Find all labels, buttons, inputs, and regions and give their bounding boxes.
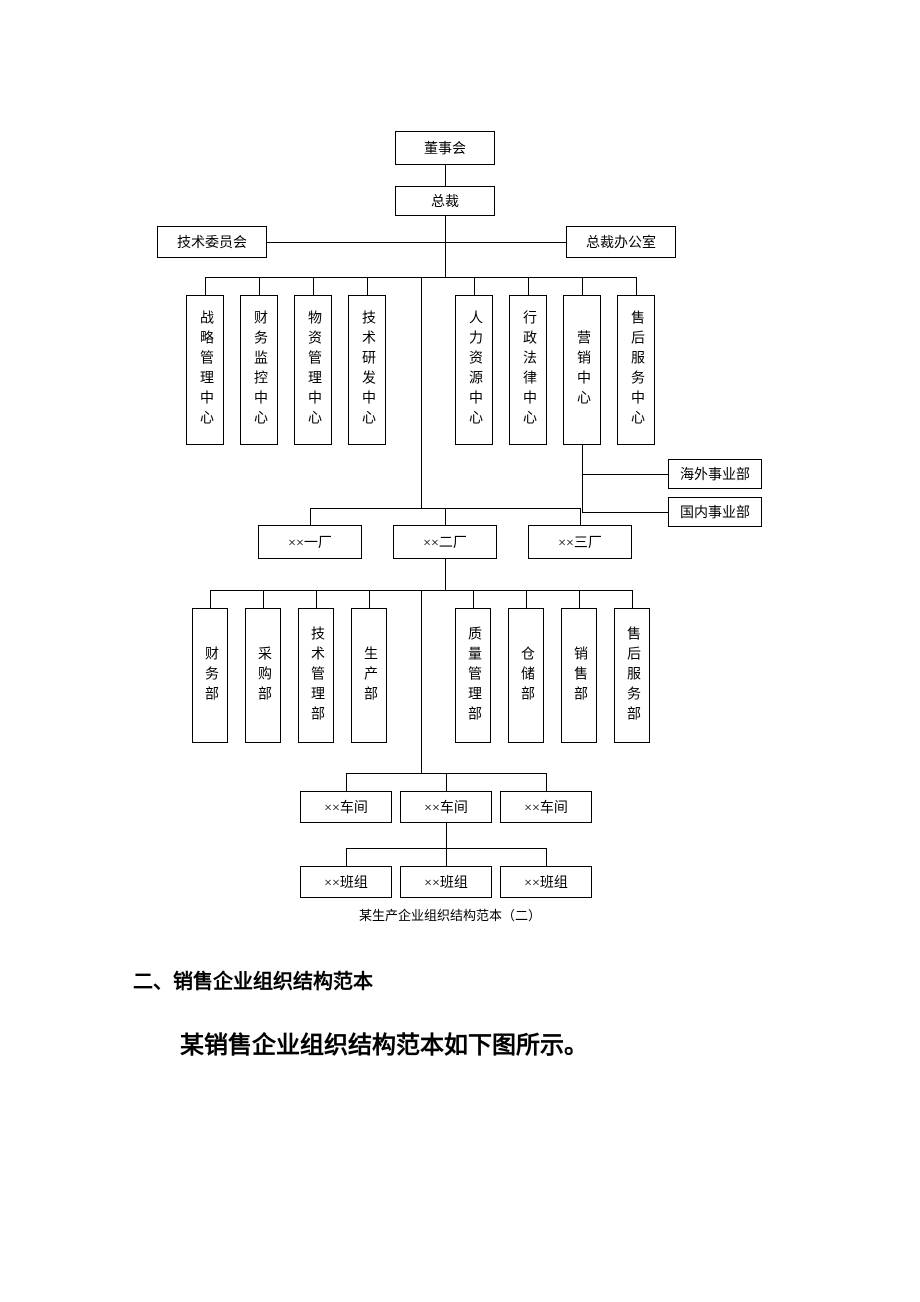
node-workshop-3: ××车间: [500, 791, 592, 823]
node-center-admin: 行政法律中心: [509, 295, 547, 445]
edge: [259, 277, 260, 295]
edge: [316, 590, 317, 608]
node-president-office: 总裁办公室: [566, 226, 676, 258]
edge: [580, 508, 581, 525]
edge: [445, 165, 446, 186]
node-dept-purchase: 采购部: [245, 608, 281, 743]
node-team-1: ××班组: [300, 866, 392, 898]
edge: [313, 277, 314, 295]
node-domestic-biz: 国内事业部: [668, 497, 762, 527]
edge: [446, 848, 447, 866]
edge: [528, 277, 529, 295]
section-heading: 二、销售企业组织结构范本: [133, 965, 373, 994]
node-center-material: 物资管理中心: [294, 295, 332, 445]
page: 董事会 总裁 技术委员会 总裁办公室 战略管理中心 财务监控中心 物资管理中心 …: [0, 0, 920, 1302]
node-center-finance: 财务监控中心: [240, 295, 278, 445]
edge: [636, 277, 637, 295]
node-center-service: 售后服务中心: [617, 295, 655, 445]
edge: [421, 277, 422, 508]
edge: [446, 823, 447, 848]
node-dept-aftersales: 售后服务部: [614, 608, 650, 743]
node-team-3: ××班组: [500, 866, 592, 898]
edge: [526, 590, 527, 608]
node-workshop-2: ××车间: [400, 791, 492, 823]
edge: [210, 590, 211, 608]
edge: [546, 848, 547, 866]
edge: [582, 445, 583, 512]
edge: [582, 512, 668, 513]
node-president: 总裁: [395, 186, 495, 216]
edge: [310, 508, 311, 525]
edge: [267, 242, 566, 243]
edge: [421, 590, 422, 773]
edge: [205, 277, 206, 295]
edge: [546, 773, 547, 791]
edge: [579, 590, 580, 608]
node-dept-quality: 质量管理部: [455, 608, 491, 743]
node-factory-3: ××三厂: [528, 525, 632, 559]
node-dept-sales: 销售部: [561, 608, 597, 743]
node-tech-committee: 技术委员会: [157, 226, 267, 258]
edge: [446, 773, 447, 791]
edge: [445, 216, 446, 277]
edge: [346, 773, 347, 791]
node-dept-finance: 财务部: [192, 608, 228, 743]
edge: [369, 590, 370, 608]
edge: [445, 508, 446, 525]
node-factory-1: ××一厂: [258, 525, 362, 559]
node-workshop-1: ××车间: [300, 791, 392, 823]
edge: [582, 277, 583, 295]
edge: [632, 590, 633, 608]
node-team-2: ××班组: [400, 866, 492, 898]
body-text: 某销售企业组织结构范本如下图所示。: [180, 1025, 588, 1060]
node-center-tech: 技术研发中心: [348, 295, 386, 445]
edge: [582, 474, 668, 475]
node-center-strategy: 战略管理中心: [186, 295, 224, 445]
node-dept-techmgmt: 技术管理部: [298, 608, 334, 743]
node-dept-warehouse: 仓储部: [508, 608, 544, 743]
node-center-marketing: 营销中心: [563, 295, 601, 445]
node-dept-production: 生产部: [351, 608, 387, 743]
edge: [263, 590, 264, 608]
edge: [367, 277, 368, 295]
figure-caption: 某生产企业组织结构范本（二）: [300, 905, 600, 924]
edge: [473, 590, 474, 608]
node-factory-2: ××二厂: [393, 525, 497, 559]
node-center-hr: 人力资源中心: [455, 295, 493, 445]
edge: [346, 848, 347, 866]
edge: [474, 277, 475, 295]
node-overseas-biz: 海外事业部: [668, 459, 762, 489]
edge: [445, 559, 446, 590]
node-board: 董事会: [395, 131, 495, 165]
